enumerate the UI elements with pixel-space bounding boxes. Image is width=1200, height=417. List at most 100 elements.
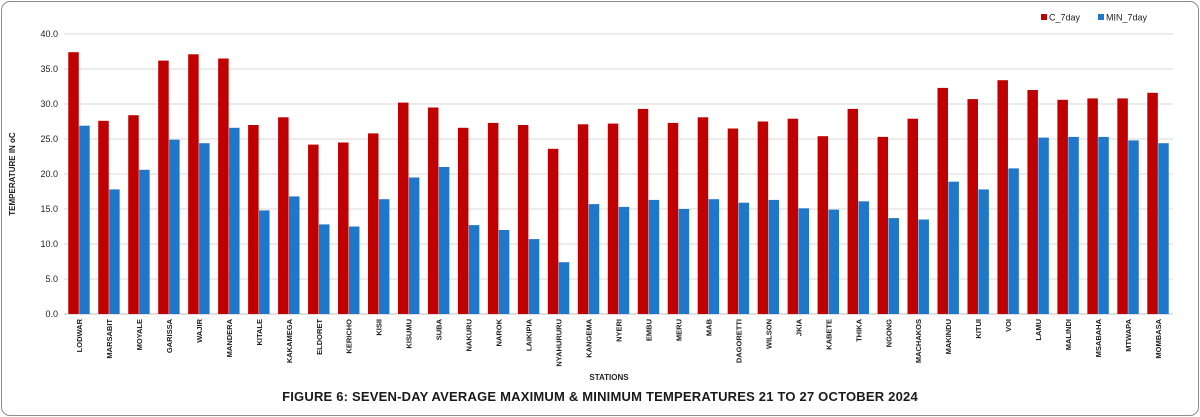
x-tick-label: MANDERA [225, 318, 234, 357]
x-tick-label: MERU [674, 319, 683, 341]
x-tick-label: NGONG [884, 319, 893, 348]
bar-c-7day [877, 136, 889, 314]
bar-min-7day [259, 210, 270, 314]
bars-group [68, 52, 1169, 315]
bar-min-7day [738, 202, 750, 314]
y-tick-label: 10.0 [40, 239, 58, 249]
bar-min-7day [648, 199, 660, 314]
x-tick-label: WILSON [764, 319, 773, 349]
bar-c-7day [1117, 98, 1128, 315]
bar-min-7day [1098, 136, 1109, 314]
x-tick-label: JKIA [794, 318, 803, 336]
x-tick-label: MACHAKOS [914, 319, 923, 363]
y-axis-label: TEMPERATURE IN oC [8, 132, 17, 216]
bar-c-7day [427, 107, 439, 314]
bar-min-7day [288, 196, 300, 314]
bar-c-7day [637, 108, 649, 315]
bar-min-7day [438, 167, 450, 314]
x-tick-label: LAMU [1034, 319, 1043, 341]
x-tick-label: ELDORET [315, 319, 324, 355]
bar-c-7day [547, 148, 559, 314]
x-tick-label: MAKINDU [944, 319, 953, 354]
bar-min-7day [888, 218, 899, 314]
legend-swatch [1098, 14, 1104, 20]
y-tick-label: 30.0 [40, 99, 58, 109]
bar-c-7day [997, 80, 1008, 314]
bar-c-7day [248, 125, 259, 314]
y-tick-label: 15.0 [40, 204, 58, 214]
bar-min-7day [468, 225, 480, 314]
bar-min-7day [858, 201, 869, 314]
bar-c-7day [397, 102, 409, 314]
x-tick-label: MALINDI [1064, 319, 1073, 350]
bar-c-7day [368, 133, 379, 314]
x-tick-label: VOI [1004, 319, 1013, 332]
bar-c-7day [188, 54, 199, 315]
x-tick-label: NAKURU [465, 319, 474, 352]
bar-min-7day [588, 204, 600, 314]
bar-c-7day [278, 117, 289, 314]
x-tick-label: THIKA [854, 318, 863, 341]
bar-min-7day [229, 127, 240, 314]
bar-c-7day [667, 122, 679, 315]
y-tick-label: 20.0 [40, 169, 58, 179]
bar-c-7day [847, 108, 859, 315]
bar-c-7day [757, 121, 769, 314]
bar-c-7day [1027, 90, 1038, 314]
bar-min-7day [1008, 168, 1019, 314]
bar-c-7day [1147, 92, 1158, 314]
bar-c-7day [1087, 98, 1098, 315]
x-tick-label: WAJIR [195, 318, 204, 342]
bar-min-7day [528, 239, 540, 314]
bar-min-7day [348, 226, 360, 314]
x-tick-label: NAROK [495, 318, 504, 346]
x-axis-ticks: LODWAR MARSABIT MOYALE GARISSA WAJIR MANDERA K… [75, 318, 1163, 366]
bar-c-7day [577, 124, 589, 314]
bar-c-7day [457, 127, 469, 314]
bar-c-7day [967, 99, 978, 314]
bar-min-7day [109, 189, 120, 314]
bar-c-7day [98, 120, 109, 314]
x-tick-label: LAIKIPIA [525, 318, 534, 351]
x-tick-label: KISII [375, 319, 384, 336]
bar-c-7day [218, 58, 229, 314]
y-axis-ticks: 0.0 5.0 10.0 15.0 20.0 25.0 30.0 35.0 40.0 [40, 29, 58, 319]
bar-c-7day [697, 117, 709, 314]
bar-min-7day [199, 143, 210, 314]
x-tick-label: DAGORETTI [734, 319, 743, 363]
bar-c-7day [607, 123, 619, 314]
bar-min-7day [408, 177, 420, 314]
bar-min-7day [1068, 136, 1079, 314]
bar-c-7day [308, 144, 319, 314]
bar-min-7day [139, 169, 150, 314]
y-tick-label: 5.0 [45, 274, 58, 284]
bar-c-7day [158, 60, 169, 314]
bar-min-7day [498, 230, 510, 314]
x-tick-label: LODWAR [75, 318, 84, 352]
x-tick-label: KISUMU [405, 319, 414, 349]
bar-min-7day [1158, 143, 1169, 314]
bar-c-7day [338, 142, 349, 314]
x-tick-label: MOMBASA [1154, 318, 1163, 358]
legend: C_7day MIN_7day [1041, 13, 1148, 23]
x-tick-label: EMBU [644, 319, 653, 341]
bar-c-7day [68, 52, 79, 314]
y-tick-label: 35.0 [40, 64, 58, 74]
bar-min-7day [618, 206, 630, 314]
x-tick-label: SUBA [435, 318, 444, 340]
bar-c-7day [1057, 99, 1068, 314]
x-tick-label: KABETE [824, 319, 833, 350]
bar-min-7day [918, 219, 929, 314]
x-tick-label: KITALE [255, 319, 264, 346]
bar-c-7day [817, 136, 829, 314]
bar-min-7day [828, 209, 840, 314]
x-tick-label: KITUI [974, 319, 983, 339]
x-axis-label: STATIONS [589, 373, 629, 382]
x-tick-label: KANGEMA [585, 318, 594, 357]
x-tick-label: MSABAHA [1094, 318, 1103, 357]
x-tick-label: MAB [704, 318, 713, 336]
bar-c-7day [937, 87, 949, 315]
bar-min-7day [1128, 140, 1139, 314]
legend-label: MIN_7day [1106, 13, 1148, 23]
